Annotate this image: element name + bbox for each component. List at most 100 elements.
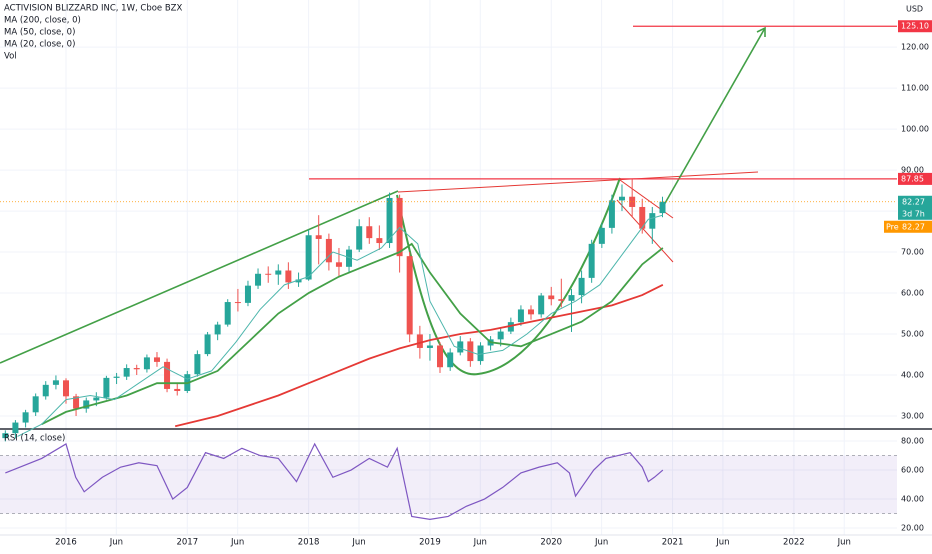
candle-body: [52, 380, 59, 385]
candle-body: [214, 324, 221, 335]
y-tick-label: 120.00: [901, 43, 929, 52]
candle-body: [659, 201, 666, 214]
candle-body: [629, 196, 636, 207]
candle-body: [527, 309, 534, 315]
candle-body: [588, 243, 595, 278]
candle-body: [32, 396, 39, 413]
y-tick-label: 30.00: [901, 411, 924, 420]
last-price-label: 82.27: [902, 197, 925, 206]
candle-body: [649, 213, 656, 229]
candle-body: [356, 226, 363, 250]
rsi-band: [0, 455, 897, 514]
y-tick-label: 100.00: [901, 125, 929, 134]
candle-body: [457, 341, 464, 353]
candle-body: [295, 279, 302, 283]
y-tick-label: 40.00: [901, 495, 924, 504]
candle-body: [305, 235, 312, 280]
moving-average: [174, 284, 664, 428]
price-tag: [898, 20, 932, 33]
candle-body: [255, 273, 262, 286]
last-price-tag: [898, 195, 932, 220]
x-tick-label: Jun: [594, 538, 608, 548]
candle-body: [123, 368, 130, 377]
candle-body: [194, 354, 201, 375]
candle-body: [325, 238, 332, 263]
moving-average: [17, 214, 663, 437]
candle-body: [143, 357, 150, 370]
candle-body: [164, 361, 171, 389]
candle-body: [467, 341, 474, 362]
candle-body: [568, 295, 575, 301]
y-tick-label: 90.00: [901, 166, 924, 175]
x-tick-label: Jun: [109, 538, 123, 548]
premarket-tag: [884, 220, 932, 233]
candle-body: [113, 376, 120, 378]
x-tick-label: Jun: [230, 538, 244, 548]
y-tick-label: 70.00: [901, 248, 924, 257]
x-tick-label: 2019: [419, 538, 441, 548]
x-tick-label: Jun: [351, 538, 365, 548]
trend-line: [397, 171, 759, 193]
channel-line: [616, 199, 674, 263]
legend-entry: MA (50, close, 0): [4, 28, 75, 38]
legend-entry: MA (20, close, 0): [4, 40, 75, 50]
candle-body: [426, 345, 433, 348]
candle-body: [618, 196, 625, 201]
candle-body: [234, 302, 241, 304]
candle-body: [244, 285, 251, 303]
candle-body: [275, 270, 282, 275]
premarket-label: 82.27: [902, 222, 925, 231]
rsi-title: RSI (14, close): [4, 434, 65, 444]
candle-body: [315, 235, 322, 239]
candle-body: [416, 334, 423, 348]
candle-body: [608, 200, 615, 228]
candle-body: [62, 380, 69, 397]
drawings: [0, 26, 766, 442]
candle-body: [447, 352, 454, 368]
candle-body: [22, 412, 29, 423]
x-tick-label: Jun: [473, 538, 487, 548]
y-tick-label: 80.00: [901, 437, 924, 446]
trend-line: [0, 190, 399, 364]
x-tick-label: 2017: [176, 538, 198, 548]
candle-body: [598, 227, 605, 244]
x-tick-label: 2016: [55, 538, 77, 548]
candle-body: [558, 299, 565, 301]
candle-body: [224, 302, 231, 325]
candle-body: [2, 433, 9, 439]
y-tick-label: 60.00: [901, 289, 924, 298]
candle-body: [265, 273, 272, 275]
candle-body: [517, 309, 524, 323]
candle-body: [103, 377, 110, 398]
price-tag-label: 87.85: [901, 174, 924, 183]
legend-entry: MA (200, close, 0): [4, 16, 81, 26]
candle-body: [335, 262, 342, 267]
candle-body: [12, 422, 19, 434]
y-tick-label: 60.00: [901, 466, 924, 475]
candle-body: [73, 396, 80, 409]
moving-average: [41, 242, 664, 425]
x-tick-label: 2018: [298, 538, 320, 548]
legend-entry: Vol: [4, 52, 17, 62]
candle-body: [153, 357, 160, 362]
candle-body: [133, 368, 140, 370]
x-tick-label: 2022: [783, 538, 805, 548]
candle-body: [548, 295, 555, 300]
candle-body: [507, 322, 514, 332]
candle-body: [42, 384, 49, 397]
y-tick-label: 40.00: [901, 371, 924, 380]
candle-body: [376, 238, 383, 244]
projection-arrow: [659, 27, 766, 213]
candle-body: [346, 249, 353, 267]
candle-body: [386, 197, 393, 244]
candle-body: [578, 277, 585, 296]
y-tick-label: 50.00: [901, 330, 924, 339]
x-tick-label: Jun: [715, 538, 729, 548]
candle-body: [93, 397, 100, 401]
candle-body: [538, 295, 545, 315]
x-tick-label: 2021: [662, 538, 684, 548]
y-tick-label: 20.00: [901, 524, 924, 533]
rsi-line: [5, 442, 664, 520]
